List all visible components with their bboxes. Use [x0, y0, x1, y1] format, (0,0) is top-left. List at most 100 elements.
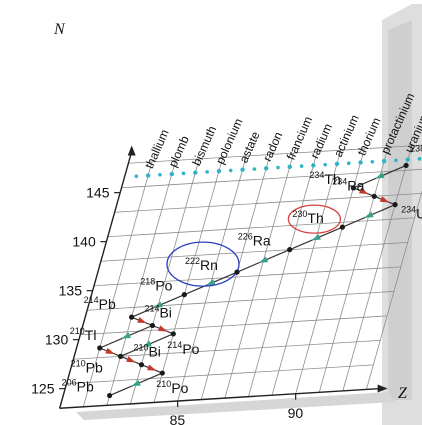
highlight-circles — [166, 204, 342, 287]
grid-line-n — [94, 266, 401, 287]
y-tick-label: 135 — [59, 283, 83, 299]
nuclide-mass: 222 — [185, 256, 200, 266]
alpha-arrowhead — [121, 332, 131, 339]
element-dot — [181, 171, 186, 176]
nuclide-label: 234Th — [309, 170, 340, 187]
nuclide-point — [403, 162, 409, 169]
nuclide-mass: 210 — [71, 358, 86, 368]
y-tick-label: 125 — [31, 381, 55, 397]
nuclide-label: 210Pb — [71, 358, 103, 375]
alpha-arrowhead — [311, 234, 321, 241]
alpha-arrowhead — [142, 340, 152, 348]
x-tick-label: 85 — [170, 412, 186, 425]
nuclide-label: 234U — [401, 205, 422, 222]
element-header: thalliumplombbismuthpoloniumastateradonf… — [134, 91, 422, 179]
nuclide-mass: 226 — [238, 232, 253, 242]
bottom-shadow — [76, 392, 396, 420]
nuclide-label: 210Bi — [133, 343, 160, 360]
nuclide-symbol: Pb — [86, 359, 103, 375]
y-tick-label: 130 — [45, 332, 69, 348]
element-dot — [134, 174, 139, 179]
nuclide-label: 230Th — [292, 209, 323, 226]
nuclide-label: 206Pb — [62, 378, 94, 395]
y-axis-label: N — [53, 21, 66, 38]
nuclide-mass: 234 — [309, 170, 324, 180]
y-tick-label: 140 — [72, 234, 96, 250]
grid-line-n — [80, 315, 388, 336]
nuclide-label: 222Rn — [185, 256, 218, 273]
grid — [59, 144, 422, 409]
nuclide-point — [339, 224, 345, 230]
grid-line-n — [128, 144, 422, 164]
element-dot — [240, 167, 245, 172]
element-dot — [158, 172, 162, 177]
y-axis-line — [58, 151, 133, 409]
nuclide-point — [170, 331, 176, 337]
highlight-th230 — [287, 204, 342, 234]
x-tick-label: 90 — [288, 405, 304, 421]
nuclide-symbol: U — [416, 206, 422, 222]
beta-arrowhead — [158, 325, 168, 332]
nuclide-point — [118, 353, 124, 359]
alpha-arrowhead — [131, 379, 141, 387]
nuclide-labels: 238U234Th234Pa234U230Th226Ra222Rn218Po21… — [62, 143, 422, 396]
nuclide-symbol: Bi — [148, 344, 160, 360]
tick-labels: 125 130 135 140 145 85 90 — [31, 185, 303, 425]
beta-arrowhead — [358, 187, 369, 194]
element-dot — [299, 164, 304, 168]
x-axis-line — [59, 387, 381, 409]
nuclide-mass: 238 — [410, 143, 422, 153]
element-dot — [263, 166, 269, 171]
element-dot — [346, 161, 351, 165]
nuclide-mass: 210 — [70, 326, 85, 336]
element-dot — [276, 165, 280, 170]
nuclide-point — [287, 247, 293, 253]
element-dot — [381, 158, 387, 164]
nuclide-point — [181, 292, 187, 298]
alpha-arrowhead — [153, 301, 163, 308]
nuclide-label: 210Tl — [70, 326, 97, 343]
highlight-rn222 — [166, 241, 240, 287]
grid-line-n — [100, 242, 408, 262]
element-dot — [323, 162, 327, 167]
x-axis-arrowhead — [377, 384, 388, 393]
x-axis-label: Z — [398, 385, 408, 402]
element-dot — [417, 157, 422, 161]
element-dot — [205, 170, 209, 174]
element-dot — [370, 159, 375, 164]
grid-line-n — [121, 168, 422, 189]
nuclide-symbol: Th — [307, 210, 323, 226]
y-axis-arrowhead — [127, 145, 136, 156]
nuclide-label: 238U — [410, 143, 422, 160]
nuclide-point — [138, 362, 145, 368]
nuclide-mass: 214 — [144, 304, 159, 314]
element-dot — [193, 170, 198, 175]
element-dot — [228, 168, 233, 173]
nuclide-point — [107, 392, 113, 399]
nuclide-label: 214Bi — [144, 304, 171, 321]
element-dot — [334, 161, 340, 167]
nuclide-mass: 210 — [133, 343, 148, 353]
nuclide-label: 234Pa — [332, 176, 364, 193]
nuclide-symbol: Pa — [347, 177, 364, 193]
alpha-arrowhead — [206, 279, 216, 286]
nuclide-symbol: Pb — [77, 379, 94, 395]
beta-arrowhead — [379, 196, 390, 203]
element-dot — [311, 163, 316, 168]
nuclide-points — [97, 162, 409, 399]
nuclide-mass: 234 — [332, 176, 347, 186]
nuclide-point — [371, 193, 377, 199]
beta-arrowhead — [147, 364, 157, 371]
nuclide-mass: 214 — [84, 295, 99, 305]
beta-arrowhead — [105, 347, 115, 355]
nuclide-mass: 230 — [292, 209, 307, 219]
element-dot — [169, 171, 174, 177]
element-dot — [405, 157, 410, 162]
nuclide-symbol: Rn — [200, 257, 218, 273]
nuclide-mass: 218 — [140, 277, 155, 287]
nuclide-symbol: Bi — [159, 305, 171, 321]
grid-line-n — [114, 193, 422, 213]
nuclide-point — [97, 345, 103, 351]
decay-arrows — [99, 164, 407, 397]
